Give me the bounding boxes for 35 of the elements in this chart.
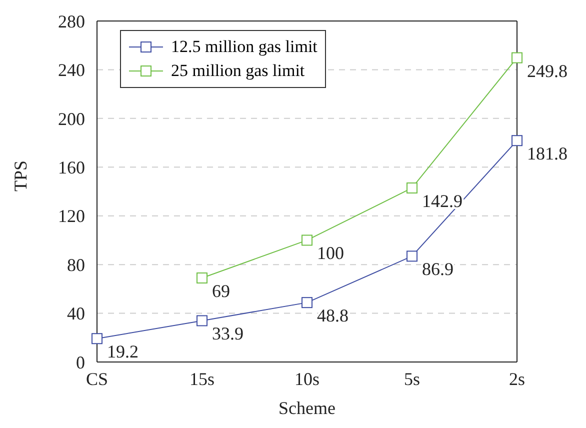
data-label: 142.9 [422,190,462,211]
y-tick-label: 0 [76,352,85,372]
x-tick-label: 2s [508,368,526,389]
legend-label: 25 million gas limit [171,60,305,82]
y-tick-label: 120 [58,206,85,226]
y-tick-label: 200 [58,108,85,129]
point [302,234,312,246]
y-tick-label: 160 [58,158,85,178]
x-tick-label: 15s [189,368,215,389]
point [406,182,418,194]
point [512,135,522,146]
point [512,52,522,64]
point [196,272,208,284]
y-tick-label: 40 [67,304,85,324]
point [302,297,312,308]
data-label: 86.9 [422,259,454,280]
data-label: 181.8 [527,144,568,164]
x-tick-label: 5s [404,368,420,389]
data-label: 33.9 [212,324,244,344]
legend-label: 12.5 million gas limit [171,36,318,58]
x-tick-label: 10s [294,368,320,389]
y-tick-label: 80 [67,254,85,275]
data-label: 19.2 [107,342,138,362]
x-axis-title: Scheme [278,398,336,418]
data-label: 69 [212,280,230,301]
data-label: 48.8 [317,306,348,326]
point [92,333,102,344]
data-label: 249.8 [527,60,568,81]
point [196,315,208,326]
y-axis-title: TPS [10,160,30,192]
x-tick-label: CS [86,368,108,389]
y-tick-label: 240 [58,60,85,80]
point [406,250,418,262]
y-tick-label: 280 [58,11,85,32]
data-label: 100 [317,243,344,264]
